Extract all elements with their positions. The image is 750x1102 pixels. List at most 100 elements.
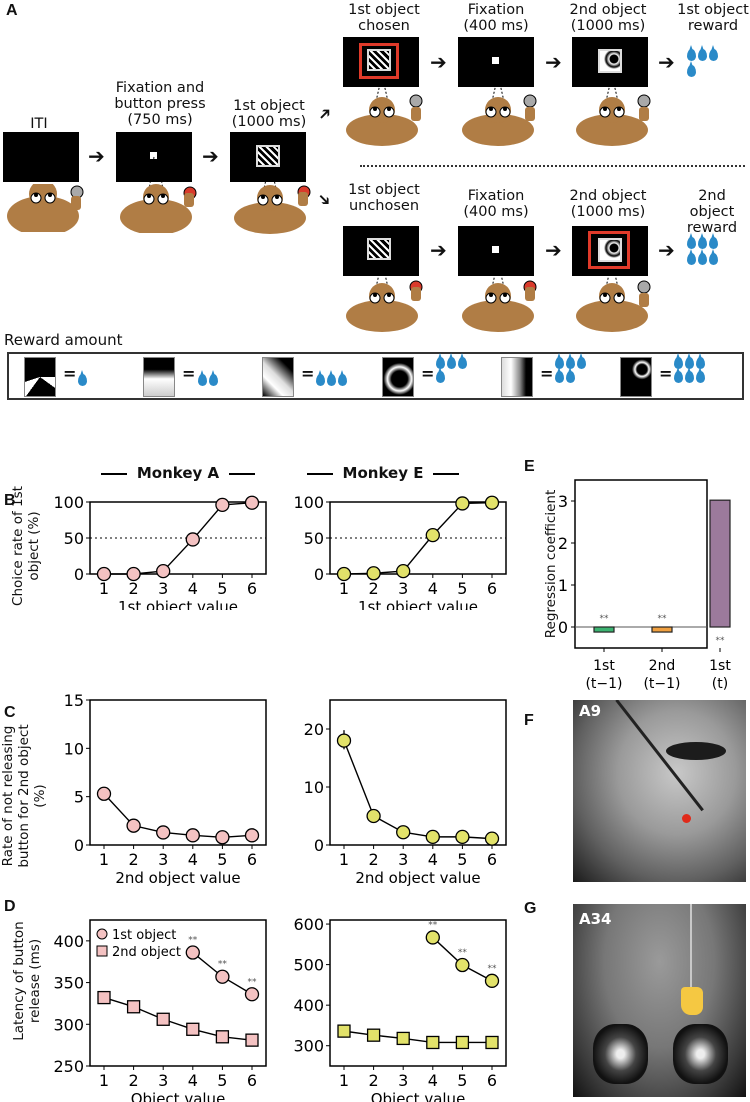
svg-text:1st object value: 1st object value (358, 598, 478, 610)
svg-text:5: 5 (457, 579, 467, 598)
svg-text:3: 3 (158, 850, 168, 869)
chart-d-monkey-a: 250 300 350 400 1 2 3 4 5 6 Object value ** ** ** 1st … (53, 919, 267, 1102)
svg-text:300: 300 (53, 1015, 84, 1034)
chart-b-monkey-e: 0 50 100 1 2 3 4 5 6 1st object value (293, 493, 507, 610)
chart-e-regression: 0 1 2 3 ** 1st (t−1) ** 2nd (t−1) ** 1st (t) (558, 479, 731, 692)
svg-text:4: 4 (188, 850, 198, 869)
panel-c-letter: C (4, 704, 16, 721)
svg-text:1: 1 (99, 1071, 109, 1090)
arrow-right-icon: ➔ (658, 50, 675, 74)
svg-text:20: 20 (304, 720, 324, 739)
button-released-icon (523, 94, 537, 121)
svg-text:Object value: Object value (131, 1090, 226, 1102)
svg-text:2: 2 (558, 534, 568, 553)
svg-text:2nd: 2nd (649, 658, 676, 674)
svg-text:3: 3 (398, 850, 408, 869)
svg-text:50: 50 (304, 529, 324, 548)
fractal-object-2 (143, 357, 175, 397)
second-object-screen (572, 37, 648, 87)
svg-text:4: 4 (188, 579, 198, 598)
svg-text:350: 350 (53, 974, 84, 993)
monkey-icon (7, 184, 84, 232)
reward-drops-4 (686, 45, 736, 80)
svg-text:250: 250 (53, 1057, 84, 1076)
svg-text:2: 2 (129, 1071, 139, 1090)
arrow-right-icon: ➔ (545, 238, 562, 262)
step-first-object-label: 1st object (1000 ms) (231, 98, 307, 130)
arrow-right-icon: ➔ (430, 50, 447, 74)
svg-text:0: 0 (314, 836, 324, 855)
unchosen-screen (343, 226, 419, 276)
chosen-frame (588, 231, 630, 269)
svg-text:**: ** (488, 964, 498, 974)
slice-label-a9: A9 (579, 702, 602, 720)
first-object-reward-label: 1st object reward (677, 2, 749, 34)
recording-site-marker (682, 814, 691, 823)
svg-text:0: 0 (558, 618, 568, 637)
ylabel-d: Latency of button release (ms) (11, 921, 43, 1041)
svg-text:1: 1 (339, 1071, 349, 1090)
svg-text:15: 15 (64, 691, 84, 710)
step-second-object2-label: 2nd object (1000 ms) (569, 188, 647, 220)
fractal-object-4 (382, 357, 414, 397)
ylabel-c: Rate of not releasing button for 2nd obj… (0, 724, 48, 868)
arrow-right-icon: ➔ (202, 144, 219, 168)
svg-text:100: 100 (293, 493, 324, 512)
svg-text:6: 6 (247, 1071, 257, 1090)
svg-text:**: ** (218, 960, 228, 970)
svg-text:6: 6 (487, 850, 497, 869)
second-object2-screen (572, 226, 648, 276)
ylabel-e: Regression coefficient (543, 489, 559, 639)
svg-text:2nd object: 2nd object (112, 945, 181, 960)
fractal-object-3 (262, 357, 294, 397)
reward-amount-box: = = = = = = (7, 352, 744, 400)
drops-1 (77, 370, 88, 390)
drops-4 (435, 353, 475, 385)
svg-text:0: 0 (74, 565, 84, 584)
svg-text:2: 2 (369, 850, 379, 869)
svg-text:1: 1 (339, 579, 349, 598)
monkey-icon (462, 270, 534, 332)
fractal-object-5 (501, 357, 533, 397)
panel-a-letter: A (6, 2, 18, 19)
svg-text:4: 4 (428, 850, 438, 869)
step-fixation2-label: Fixation (400 ms) (463, 2, 529, 34)
button-released-icon (637, 94, 651, 121)
svg-text:(t−1): (t−1) (643, 676, 680, 692)
monkey-icon (462, 84, 534, 146)
drops-2 (197, 370, 219, 390)
svg-text:2: 2 (369, 579, 379, 598)
svg-text:600: 600 (293, 915, 324, 934)
svg-text:2: 2 (129, 850, 139, 869)
recording-region-marker (681, 987, 703, 1015)
svg-text:**: ** (600, 614, 610, 624)
second-object-reward-label: 2nd object reward (686, 188, 738, 236)
step-chosen-label: 1st object chosen (348, 2, 420, 34)
reward-drops-6 (686, 233, 736, 268)
svg-text:10: 10 (304, 778, 324, 797)
svg-text:**: ** (658, 614, 668, 624)
svg-text:6: 6 (247, 850, 257, 869)
monkey-a-header: Monkey A (88, 464, 268, 482)
arrow-right-icon: ➔ (430, 238, 447, 262)
chosen-screen (343, 37, 419, 87)
fixation2-screen (458, 37, 534, 87)
svg-text:5: 5 (217, 850, 227, 869)
svg-text:3: 3 (558, 492, 568, 511)
ventricles (666, 742, 726, 760)
svg-text:400: 400 (293, 996, 324, 1015)
svg-text:5: 5 (457, 850, 467, 869)
chart-b-monkey-a: 0 50 100 1 2 3 4 5 6 1st object value (53, 493, 267, 610)
monkey-icon (234, 170, 311, 234)
svg-text:4: 4 (428, 1071, 438, 1090)
panel-e-letter: E (524, 458, 535, 475)
svg-text:(t−1): (t−1) (585, 676, 622, 692)
svg-text:1: 1 (99, 579, 109, 598)
drops-3 (315, 370, 348, 390)
svg-text:300: 300 (293, 1037, 324, 1056)
first-object-screen (230, 132, 306, 182)
svg-text:Object value: Object value (371, 1090, 466, 1102)
svg-text:1: 1 (558, 576, 568, 595)
monkey-icon (576, 84, 648, 146)
svg-text:5: 5 (74, 788, 84, 807)
